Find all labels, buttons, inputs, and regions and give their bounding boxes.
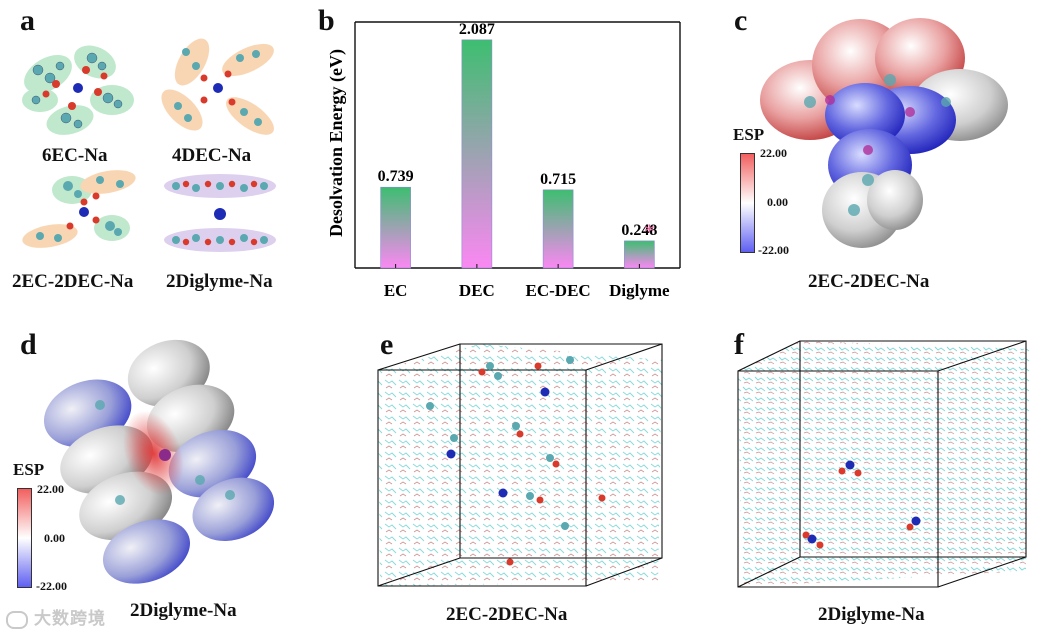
panel-d-esp-surface (43, 339, 275, 584)
panel-c-esp-surface (760, 18, 1008, 248)
panel-d-esp-min: -22.00 (36, 579, 67, 593)
cluster-2ec-2dec-na (22, 170, 136, 248)
panel-c-esp-title: ESP (733, 125, 765, 144)
x-tick-label: DEC (459, 281, 495, 300)
bar-value-label: 0.715 (540, 171, 576, 188)
watermark-logo-icon (6, 610, 28, 629)
bar-dec (461, 39, 493, 269)
bar-value-label: 0.248 (621, 222, 657, 239)
panel-a-molecules (22, 38, 276, 252)
label-2ec-2dec-na: 2EC-2DEC-Na (12, 271, 134, 292)
panel-e-caption: 2EC-2DEC-Na (446, 604, 568, 625)
x-tick-label: EC (384, 281, 408, 300)
panel-d-esp-max: 22.00 (37, 482, 64, 496)
bar-value-label: 0.739 (378, 168, 414, 185)
panel-a-letter: a (20, 4, 35, 37)
bar-annotation-asterisk: * (644, 219, 655, 244)
cluster-2diglyme-na (164, 174, 276, 252)
panel-d-letter: d (20, 328, 37, 361)
x-tick-label: EC-DEC (526, 281, 591, 300)
panel-c-esp-min: -22.00 (758, 243, 789, 257)
label-2diglyme-na: 2Diglyme-Na (166, 271, 273, 292)
panel-e-md-box (377, 343, 663, 587)
label-6ec-na: 6EC-Na (42, 145, 108, 166)
y-axis-label: Desolvation Energy (eV) (326, 49, 347, 237)
panel-b-letter: b (318, 4, 335, 37)
bar-ec (380, 186, 411, 269)
panel-c-caption: 2EC-2DEC-Na (808, 271, 930, 292)
cluster-6ec-na (22, 45, 134, 135)
panel-d-esp-colorbar (17, 488, 32, 588)
panel-c-esp-colorbar (740, 153, 755, 253)
watermark: 大数跨境 (6, 604, 106, 629)
desolvation-energy-chart: Desolvation Energy (eV) 0.739 EC 2.087 DEC 0… (326, 21, 681, 300)
panel-c-esp-mid: 0.00 (767, 195, 788, 209)
watermark-text: 大数跨境 (34, 609, 106, 628)
cluster-4dec-na (161, 38, 274, 135)
panel-f-md-box (737, 340, 1030, 588)
bar-diglyme (624, 240, 655, 269)
panel-c-esp-max: 22.00 (760, 146, 787, 160)
panel-d-caption: 2Diglyme-Na (130, 600, 237, 621)
panel-f-caption: 2Diglyme-Na (818, 604, 925, 625)
panel-e-letter: e (380, 328, 394, 361)
panel-f-letter: f (734, 328, 744, 361)
bar-ec-dec (542, 189, 574, 269)
bar-value-label: 2.087 (459, 21, 495, 38)
panel-d-esp-mid: 0.00 (44, 531, 65, 545)
label-4dec-na: 4DEC-Na (172, 145, 252, 166)
x-tick-label: Diglyme (609, 281, 670, 300)
panel-d-esp-title: ESP (13, 460, 45, 479)
panel-c-letter: c (734, 4, 748, 37)
